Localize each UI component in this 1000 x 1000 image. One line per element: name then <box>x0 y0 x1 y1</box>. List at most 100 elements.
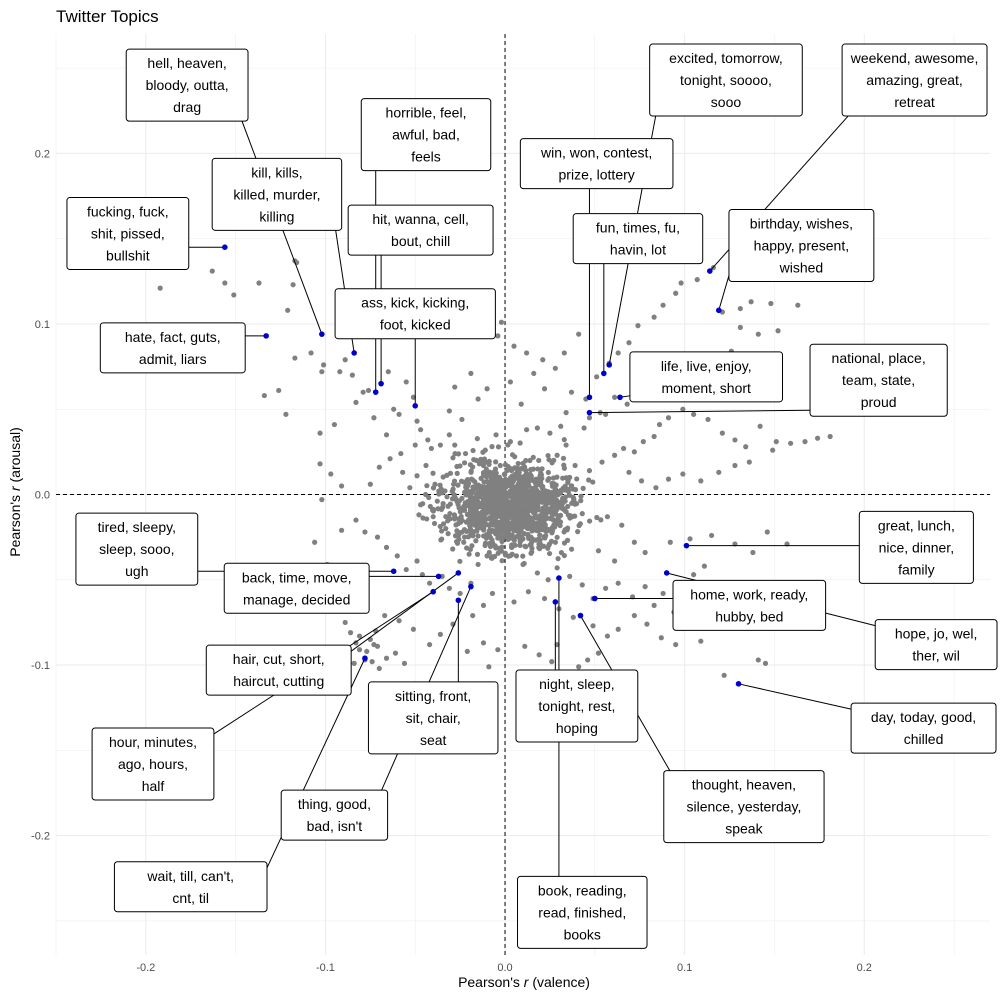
data-point <box>451 512 458 518</box>
data-point <box>569 483 575 489</box>
data-point <box>594 374 600 380</box>
data-point <box>572 513 578 519</box>
data-point <box>428 445 434 452</box>
data-point <box>562 483 568 489</box>
annotation-text: hope, jo, wel, <box>895 626 978 642</box>
data-point <box>412 442 418 448</box>
data-point <box>554 565 560 571</box>
data-point <box>653 485 659 491</box>
data-point <box>423 491 429 498</box>
data-point <box>455 482 461 488</box>
data-point <box>517 440 523 446</box>
data-point <box>508 523 515 529</box>
data-point <box>520 553 526 559</box>
data-point <box>495 444 502 450</box>
data-point <box>383 544 390 550</box>
data-point <box>599 459 605 465</box>
data-point <box>532 502 539 508</box>
data-point <box>708 532 715 539</box>
data-point <box>567 474 573 480</box>
data-point <box>445 503 451 509</box>
data-point <box>644 621 650 627</box>
data-point <box>566 492 572 498</box>
annotation-text: family <box>898 561 935 577</box>
annotation-text: hair, cut, short, <box>233 651 325 667</box>
data-point <box>586 477 592 483</box>
data-point <box>347 630 354 636</box>
y-tick-label: -0.1 <box>31 660 50 672</box>
data-point <box>561 437 567 443</box>
data-point <box>546 476 552 482</box>
data-point <box>450 486 456 492</box>
annotation-box <box>858 510 974 584</box>
annotation-box <box>672 579 827 631</box>
annotation-text: fun, times, fu, <box>596 220 680 236</box>
highlight-point <box>319 331 325 337</box>
data-point <box>423 462 429 469</box>
data-point <box>549 460 555 466</box>
data-point <box>515 501 521 507</box>
data-point <box>594 514 600 521</box>
data-point <box>545 577 551 583</box>
annotation-box <box>572 213 704 265</box>
annotation-text: books <box>564 926 601 942</box>
data-point <box>561 529 567 535</box>
data-point <box>493 531 499 537</box>
highlight-point <box>351 350 357 356</box>
annotation-box <box>519 138 674 190</box>
annotation-box <box>75 512 199 586</box>
data-point <box>504 522 511 528</box>
data-point <box>514 467 520 473</box>
highlight-point <box>663 570 670 576</box>
data-point <box>558 423 564 429</box>
data-point <box>480 640 487 646</box>
highlight-point <box>617 394 623 401</box>
data-point <box>436 491 442 497</box>
data-point <box>461 539 467 545</box>
data-point <box>493 432 499 438</box>
data-point <box>474 551 481 557</box>
data-point <box>410 626 417 632</box>
data-point <box>495 333 501 339</box>
highlight-point <box>577 612 584 619</box>
highlight-point <box>586 409 593 416</box>
data-point <box>434 498 440 504</box>
data-point <box>560 475 566 481</box>
data-point <box>496 502 503 508</box>
data-point <box>496 486 503 492</box>
data-point <box>518 519 524 525</box>
data-point <box>651 433 657 440</box>
data-point <box>750 549 756 556</box>
highlight-point <box>556 575 562 581</box>
data-point <box>638 478 645 484</box>
data-point <box>665 415 672 421</box>
data-point <box>512 542 518 548</box>
data-point <box>461 534 468 540</box>
highlight-point <box>362 655 368 662</box>
annotation-box <box>347 204 494 256</box>
data-point <box>484 494 490 501</box>
data-point <box>538 470 544 476</box>
data-point <box>454 463 460 470</box>
annotation-text: bad, isn't <box>307 818 363 834</box>
data-point <box>542 499 549 506</box>
annotation-text: ther, wil <box>912 648 959 664</box>
data-point <box>660 590 666 597</box>
annotation-connector <box>718 275 730 311</box>
data-point <box>485 469 491 475</box>
annotation-text: thought, heaven, <box>692 777 796 793</box>
data-point <box>452 533 459 539</box>
data-point <box>471 506 477 512</box>
data-point <box>476 461 483 467</box>
annotation-text: home, work, ready, <box>690 586 808 602</box>
data-point <box>518 401 524 407</box>
data-point <box>545 496 552 502</box>
data-point <box>770 447 776 453</box>
annotation-text: sooo <box>711 94 742 110</box>
data-point <box>509 474 515 480</box>
data-point <box>465 534 472 540</box>
data-point <box>565 479 571 485</box>
data-point <box>516 477 522 483</box>
data-point <box>658 635 664 641</box>
annotation-text: horrible, feel, <box>386 105 467 121</box>
